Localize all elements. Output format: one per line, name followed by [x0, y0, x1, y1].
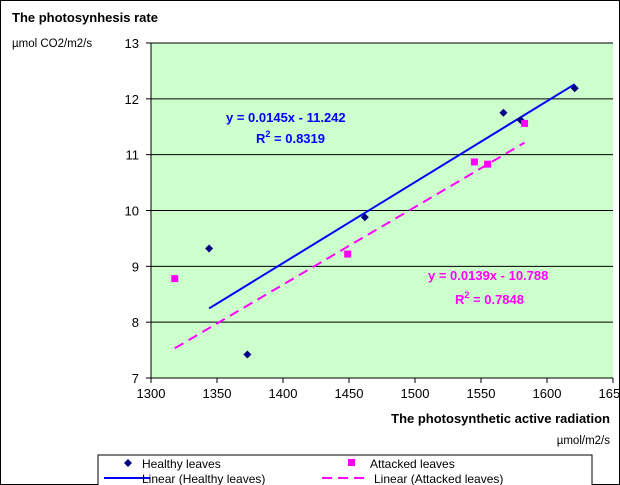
x-tick-label: 1650	[599, 386, 620, 401]
point-healthy	[570, 84, 579, 93]
point-healthy	[499, 108, 508, 117]
y-tick-label: 12	[125, 92, 139, 107]
x-tick-label: 1300	[137, 386, 166, 401]
legend-box	[97, 454, 593, 485]
point-attacked	[521, 119, 529, 127]
legend-marker-healthy	[124, 459, 132, 467]
legend-label-linear-healthy: Linear (Healthy leaves)	[142, 472, 265, 485]
x-axis-unit: µmol/m2/s	[557, 435, 611, 447]
point-healthy	[360, 213, 369, 222]
point-attacked	[344, 250, 352, 258]
point-attacked	[484, 160, 492, 168]
x-axis-label: The photosynthetic active radiation	[391, 411, 610, 426]
trendlines	[174, 83, 576, 350]
x-tick-label: 1600	[533, 386, 562, 401]
legend-marker-attacked	[348, 459, 355, 466]
y-tick-label: 9	[132, 259, 139, 274]
y-tick-label: 8	[132, 315, 139, 330]
y-tick-label: 13	[125, 36, 139, 51]
eq-healthy: y = 0.0145x - 11.242	[226, 110, 346, 125]
x-tick-label: 1500	[401, 386, 430, 401]
y-tick-label: 7	[132, 371, 139, 386]
x-tick-label: 1550	[467, 386, 496, 401]
axes	[146, 42, 614, 383]
chart-title: The photosynhesis rate	[12, 10, 158, 25]
x-tick-label: 1450	[335, 386, 364, 401]
point-healthy	[205, 244, 214, 253]
legend-label-healthy: Healthy leaves	[142, 457, 221, 471]
r2-healthy: R2 = 0.8319	[256, 129, 325, 146]
point-attacked	[171, 275, 179, 283]
r2-attacked: R2 = 0.7848	[455, 290, 524, 307]
data-points	[171, 84, 579, 359]
legend: Healthy leaves Attacked leaves Linear (H…	[97, 454, 593, 485]
x-tick-label: 1400	[269, 386, 298, 401]
trendline-healthy	[208, 83, 576, 310]
legend-label-linear-attacked: Linear (Attacked leaves)	[374, 472, 503, 485]
y-axis-label: µmol CO2/m2/s	[12, 38, 92, 50]
y-tick-labels: 7 8 9 10 11 12 13	[125, 36, 139, 386]
gridlines	[151, 42, 613, 323]
y-tick-label: 11	[126, 148, 140, 163]
point-healthy	[243, 350, 252, 359]
trendline-attacked	[174, 141, 526, 350]
x-tick-label: 1350	[203, 386, 232, 401]
y-tick-label: 10	[125, 204, 139, 219]
x-tick-labels: 1300 1350 1400 1450 1500 1550 1600 1650	[137, 386, 620, 401]
point-attacked	[470, 158, 478, 166]
eq-attacked: y = 0.0139x - 10.788	[428, 268, 548, 283]
legend-label-attacked: Attacked leaves	[370, 457, 455, 471]
